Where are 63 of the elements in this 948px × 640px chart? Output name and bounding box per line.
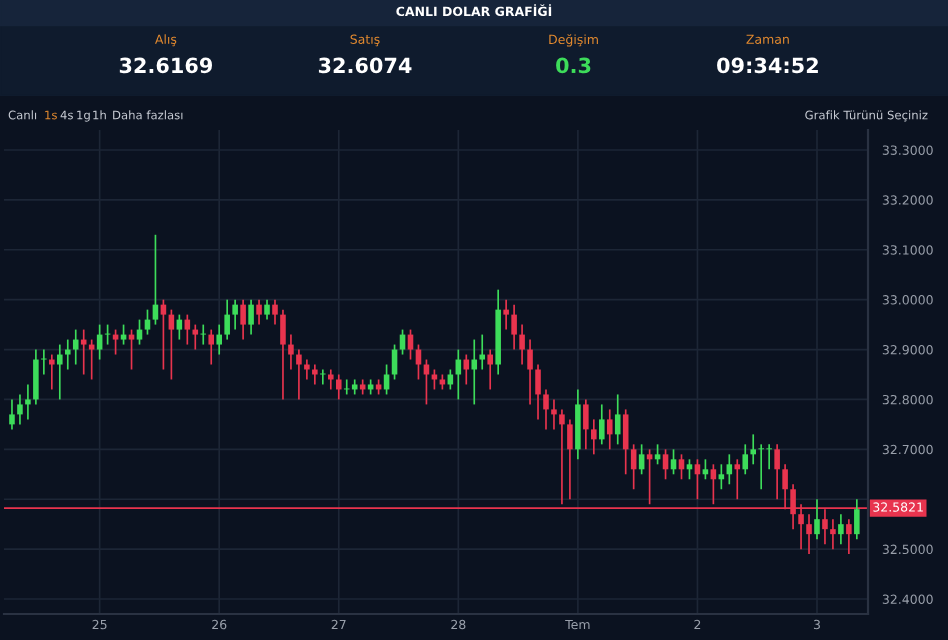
candlestick — [256, 298, 262, 326]
candlestick — [503, 298, 509, 331]
candlestick — [519, 323, 525, 366]
candlestick — [535, 363, 541, 421]
candlestick — [72, 328, 79, 366]
candlestick — [551, 398, 557, 431]
candlestick — [49, 353, 55, 391]
candlestick — [9, 398, 15, 431]
candlestick — [248, 298, 254, 336]
candlestick — [614, 393, 621, 446]
text: 09:34:52 — [717, 57, 818, 74]
candlestick — [471, 338, 478, 406]
candlestick — [806, 513, 812, 555]
candlestick — [846, 518, 852, 555]
candlestick — [64, 338, 71, 371]
candlestick — [591, 418, 597, 456]
candlestick — [335, 373, 342, 401]
candlestick — [343, 378, 350, 396]
candlestick — [630, 443, 637, 491]
text: 32.6074 — [318, 57, 412, 74]
candlestick — [567, 418, 573, 501]
candlestick — [240, 298, 246, 341]
candlestick — [232, 298, 238, 331]
candlestick — [606, 408, 613, 451]
text: 0.3 — [556, 57, 591, 74]
candlestick — [463, 353, 470, 386]
candlestick — [224, 298, 230, 341]
candlestick — [575, 388, 581, 461]
candlestick — [766, 443, 772, 471]
candlestick — [622, 408, 629, 476]
candlestick — [264, 298, 270, 321]
candlestick — [854, 498, 860, 540]
candlestick — [479, 333, 486, 371]
candlestick — [288, 333, 294, 371]
candlestick — [33, 348, 39, 406]
candlestick — [200, 323, 207, 346]
text: 32.6169 — [119, 57, 213, 74]
candlestick — [320, 368, 326, 386]
candlestick — [17, 393, 23, 426]
candlestick — [272, 298, 278, 326]
candlestick — [543, 388, 549, 431]
candlestick — [328, 368, 334, 391]
candlestick — [25, 383, 31, 421]
candlestick — [304, 358, 310, 381]
candlestick — [583, 398, 589, 451]
candlestick — [216, 323, 222, 356]
candlestick — [487, 348, 493, 391]
candlestick — [511, 303, 517, 351]
candlestick — [41, 348, 47, 376]
candlestick — [280, 308, 286, 401]
candlestick — [830, 518, 836, 550]
candlestick — [814, 498, 820, 540]
candlestick — [527, 338, 533, 406]
candlestick — [734, 458, 741, 501]
candlestick — [742, 443, 749, 476]
candlestick — [57, 343, 63, 401]
candlestick — [599, 403, 605, 446]
candlestick — [774, 443, 780, 501]
candlestick — [296, 348, 302, 401]
candlestick — [208, 328, 215, 366]
candlestick — [838, 513, 844, 545]
candlestick — [758, 443, 764, 491]
candlestick — [750, 433, 757, 466]
